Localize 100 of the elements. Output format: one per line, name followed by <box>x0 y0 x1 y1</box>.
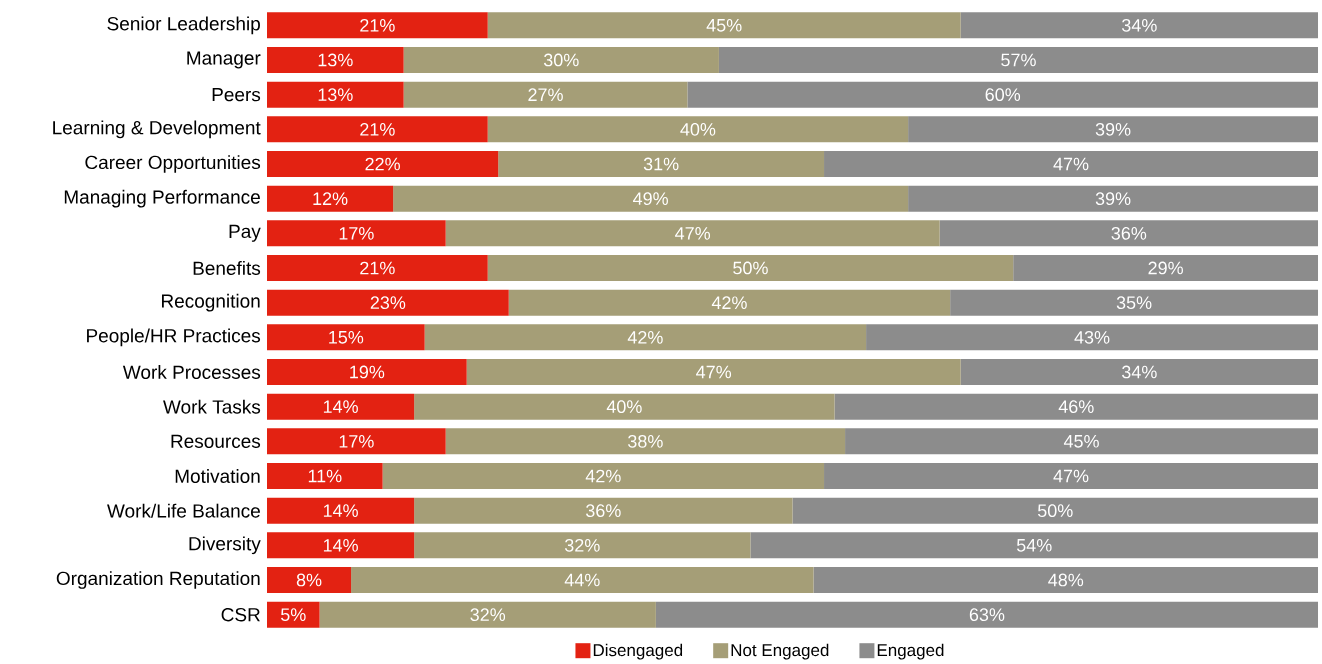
data-label: 30% <box>543 53 579 67</box>
bar <box>792 497 1319 524</box>
bar <box>267 289 509 316</box>
bar <box>655 601 1319 628</box>
bar <box>267 567 352 594</box>
bar <box>267 359 467 385</box>
bar <box>267 151 499 177</box>
data-label: 32% <box>564 538 600 552</box>
data-label: 15% <box>329 330 364 344</box>
data-label: 32% <box>470 608 506 622</box>
bar <box>718 47 1319 73</box>
data-label: 50% <box>1037 504 1073 518</box>
data-label: 60% <box>985 88 1021 102</box>
bar <box>267 497 415 524</box>
bar <box>687 81 1319 108</box>
data-label: 54% <box>1016 538 1052 552</box>
data-label: 14% <box>323 539 358 552</box>
data-label: 21% <box>360 18 395 32</box>
data-label: 42% <box>585 469 621 483</box>
y-tick-label: Diversity <box>189 536 261 555</box>
data-label: 21% <box>360 261 395 275</box>
data-label: 36% <box>586 504 621 518</box>
bar <box>950 289 1319 316</box>
y-tick-label: CSR <box>221 607 260 622</box>
bar <box>267 220 446 247</box>
data-label: 14% <box>323 400 358 413</box>
bar <box>498 151 825 177</box>
legend-label: Engaged <box>877 643 944 660</box>
bar <box>960 359 1319 385</box>
y-tick-label: Senior Leadership <box>107 16 260 35</box>
data-label: 35% <box>1116 296 1152 310</box>
bar <box>267 185 394 212</box>
y-tick-label: Work Tasks <box>163 399 261 414</box>
bar <box>466 359 961 385</box>
bar <box>414 532 751 559</box>
data-label: 31% <box>643 157 679 171</box>
data-label: 8% <box>296 573 322 587</box>
data-label: 47% <box>1053 157 1089 171</box>
bar <box>508 289 951 316</box>
data-label: 13% <box>318 88 353 102</box>
data-label: 44% <box>564 573 600 587</box>
bar <box>813 567 1319 594</box>
bar <box>267 463 383 490</box>
data-label: 42% <box>627 330 663 344</box>
bar <box>319 601 656 628</box>
bar <box>267 255 488 281</box>
data-label: 40% <box>680 122 716 136</box>
bar <box>267 601 320 628</box>
y-tick-label: Learning & Development <box>53 120 261 139</box>
bar <box>393 185 909 212</box>
data-label: 34% <box>1122 365 1157 379</box>
bar <box>908 116 1319 143</box>
y-tick-label: Managing Performance <box>64 189 260 208</box>
data-label: 13% <box>318 53 353 67</box>
data-label: 47% <box>1053 469 1089 483</box>
y-tick-label: Manager <box>187 51 261 69</box>
data-label: 19% <box>350 365 385 379</box>
data-label: 14% <box>323 504 358 517</box>
data-label: 11% <box>308 469 342 483</box>
bar <box>414 497 793 524</box>
data-label: 46% <box>1058 400 1094 414</box>
data-label: 40% <box>606 400 642 414</box>
data-label: 45% <box>706 18 742 32</box>
bar <box>382 463 825 490</box>
bar <box>267 12 488 39</box>
data-label: 34% <box>1122 18 1157 32</box>
legend-label: Disengaged <box>593 643 683 660</box>
data-label: 63% <box>969 608 1005 622</box>
data-label: 21% <box>360 122 395 136</box>
bar <box>267 532 415 559</box>
data-label: 17% <box>339 435 374 448</box>
y-tick-label: Work Processes <box>122 365 261 379</box>
data-label: 29% <box>1148 261 1183 275</box>
data-label: 57% <box>1001 53 1036 67</box>
bar <box>939 220 1319 247</box>
bar <box>267 47 404 73</box>
bar <box>267 428 446 455</box>
bar <box>445 428 846 455</box>
bar <box>424 324 867 351</box>
bar <box>267 116 488 143</box>
data-label: 39% <box>1095 192 1131 206</box>
data-label: 47% <box>675 227 711 240</box>
y-tick-label: Motivation <box>175 469 260 483</box>
y-tick-label: Resources <box>171 434 261 448</box>
data-label: 42% <box>711 296 747 309</box>
data-label: 45% <box>1063 434 1099 448</box>
y-tick-label: Work/Life Balance <box>107 503 260 518</box>
bar <box>866 324 1319 351</box>
data-label: 47% <box>696 365 732 379</box>
data-label: 50% <box>733 261 768 275</box>
bar <box>487 116 909 143</box>
y-tick-label: Peers <box>212 88 261 102</box>
y-tick-label: Recognition <box>162 293 260 312</box>
y-tick-label: Organization Reputation <box>56 571 260 589</box>
data-label: 12% <box>313 192 348 205</box>
bar <box>845 428 1319 455</box>
bar <box>750 532 1319 559</box>
y-tick-label: People/HR Practices <box>87 328 261 347</box>
bar <box>824 463 1319 490</box>
data-label: 22% <box>365 157 400 171</box>
